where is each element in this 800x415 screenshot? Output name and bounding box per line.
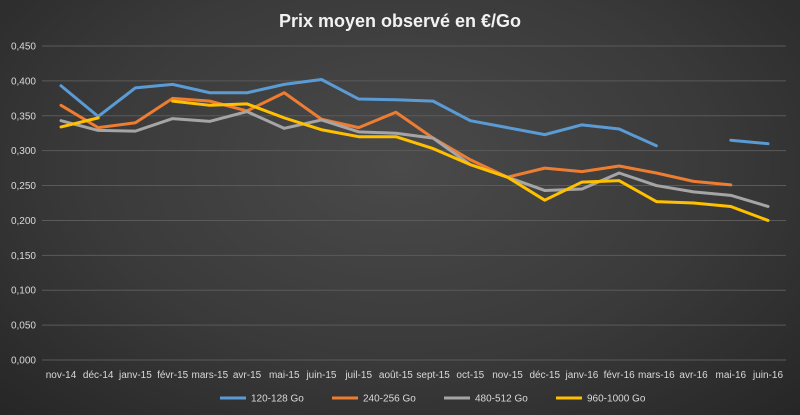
series-line [59, 116, 100, 129]
y-tick-label: 0,100 [11, 286, 36, 297]
y-tick-label: 0,050 [11, 321, 36, 332]
x-tick-label: avr-15 [233, 370, 262, 381]
y-tick-label: 0,150 [11, 251, 36, 262]
legend-label: 960-1000 Go [587, 394, 646, 405]
y-tick-label: 0,300 [11, 146, 36, 157]
x-tick-label: nov-14 [46, 370, 77, 381]
series-line [59, 110, 770, 208]
x-tick-label: nov-15 [492, 370, 523, 381]
y-tick-label: 0,000 [11, 356, 36, 367]
x-tick-label: août-15 [379, 370, 413, 381]
series-line [729, 138, 770, 146]
y-tick-label: 0,250 [11, 181, 36, 192]
x-tick-label: déc-15 [529, 370, 560, 381]
x-tick-label: juin-16 [752, 370, 783, 381]
y-tick-label: 0,450 [11, 42, 36, 53]
series-240-256-Go [59, 91, 733, 187]
x-tick-label: avr-16 [679, 370, 708, 381]
x-tick-label: janv-15 [118, 370, 152, 381]
series-960-1000-Go [59, 99, 770, 222]
legend-item: 240-256 Go [332, 394, 416, 405]
x-tick-label: févr-16 [604, 370, 636, 381]
series-line [59, 91, 733, 187]
legend-item: 480-512 Go [444, 394, 528, 405]
y-tick-label: 0,400 [11, 76, 36, 87]
x-tick-label: mai-15 [269, 370, 300, 381]
x-tick-label: déc-14 [83, 370, 114, 381]
x-tick-label: mai-16 [716, 370, 747, 381]
y-tick-label: 0,350 [11, 111, 36, 122]
chart-title: Prix moyen observé en €/Go [279, 11, 521, 31]
legend-label: 240-256 Go [363, 394, 416, 405]
x-tick-label: oct-15 [456, 370, 484, 381]
x-tick-label: févr-15 [157, 370, 189, 381]
legend-label: 120-128 Go [251, 394, 304, 405]
x-tick-label: janv-16 [565, 370, 599, 381]
y-tick-label: 0,200 [11, 216, 36, 227]
x-tick-label: mars-16 [638, 370, 675, 381]
x-tick-label: mars-15 [191, 370, 228, 381]
legend-label: 480-512 Go [475, 394, 528, 405]
x-tick-label: sept-15 [416, 370, 450, 381]
legend-item: 960-1000 Go [556, 394, 646, 405]
x-tick-label: juin-15 [305, 370, 336, 381]
x-tick-label: juil-15 [344, 370, 372, 381]
series-120-128-Go [59, 77, 770, 148]
legend-item: 120-128 Go [220, 394, 304, 405]
